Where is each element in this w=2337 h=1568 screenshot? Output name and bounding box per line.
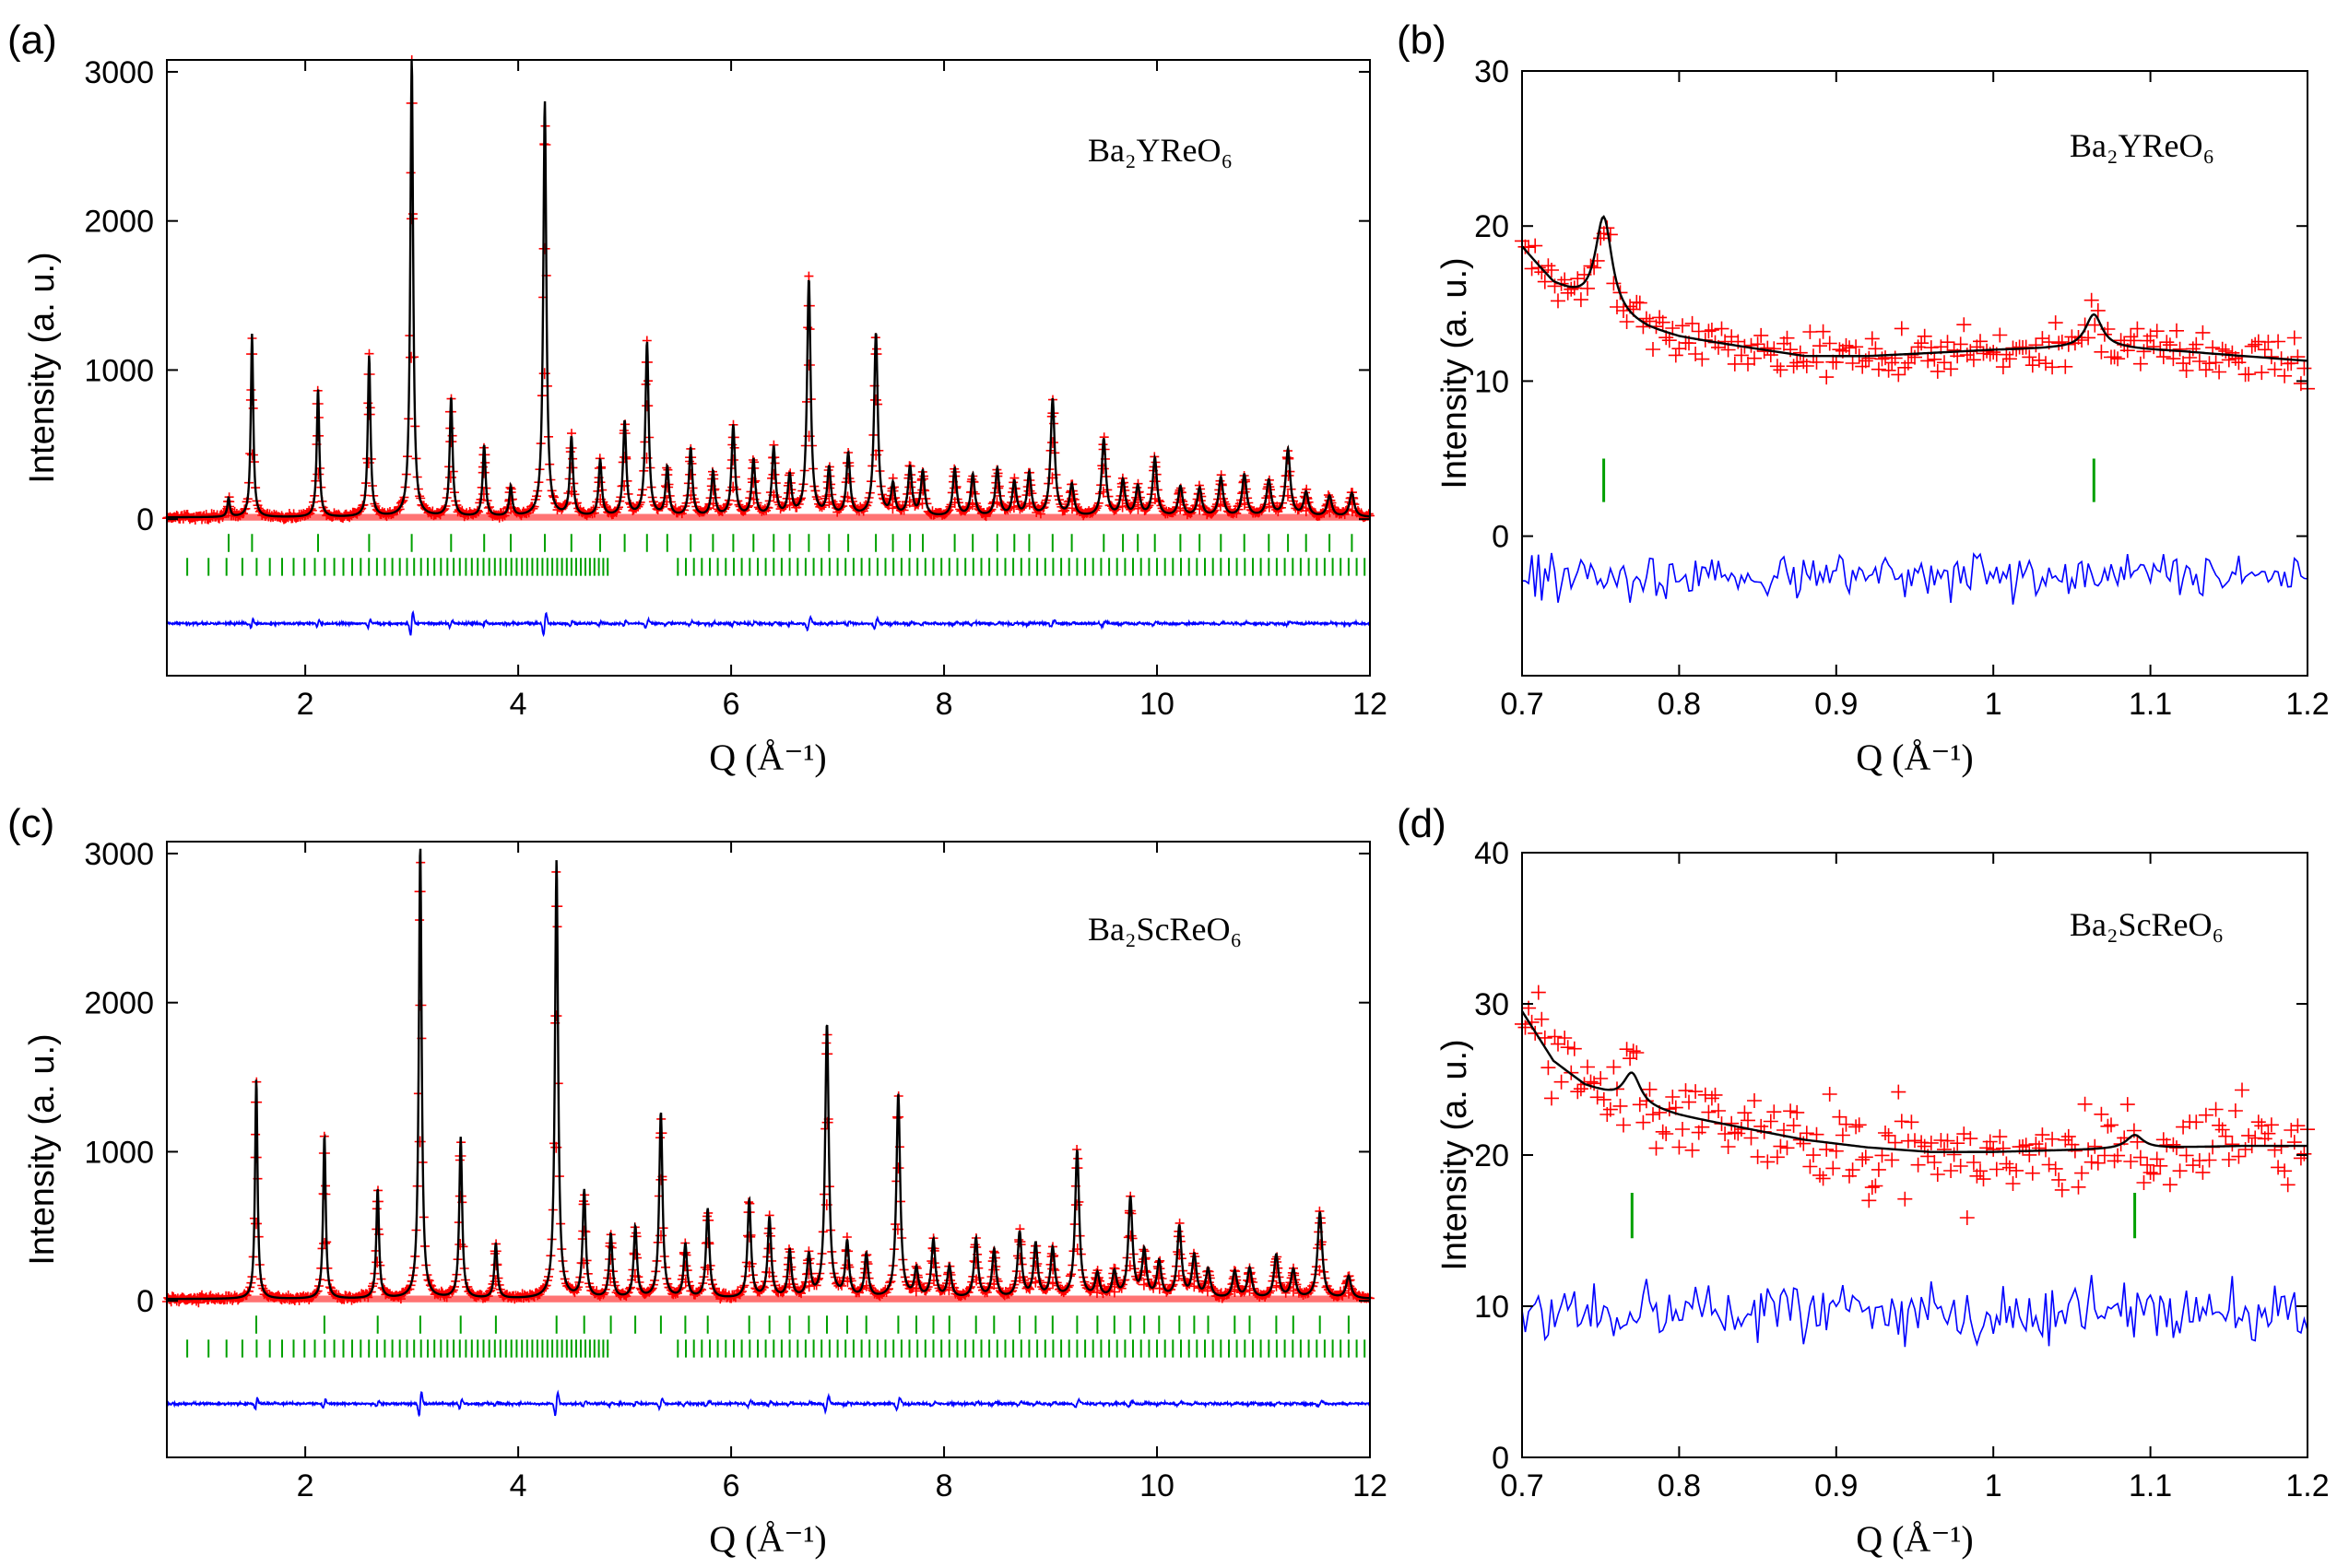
x-tick-label: 2 (297, 1468, 314, 1503)
x-tick-label: 1.1 (2129, 1468, 2172, 1503)
y-tick-label: 20 (1474, 209, 1509, 244)
x-tick-label: 6 (723, 1468, 740, 1503)
plot-area-a (162, 55, 1375, 638)
y-tick-label: 1000 (84, 1135, 154, 1170)
reflection-ticks (1630, 1193, 2137, 1239)
plot-area-b (1515, 215, 2315, 605)
reflection-ticks (186, 1315, 1366, 1358)
calculated-curve (1520, 1010, 2307, 1153)
ticks-a: 2 4 6 8 10 12 0 1000 2000 3000 (84, 55, 1387, 722)
x-axis-label-b: Q (Å⁻¹) (1856, 737, 1974, 778)
y-tick-label: 1000 (84, 353, 154, 388)
x-tick-label: 1.1 (2129, 687, 2172, 722)
axes-frame-b (1521, 70, 2308, 677)
x-tick-label: 12 (1352, 687, 1387, 722)
panel-letter-b: (b) (1397, 18, 1446, 63)
observed-data (1515, 984, 2315, 1225)
observed-data (162, 55, 1375, 525)
compound-label-c: Ba₂ScReO₆ (1088, 911, 1242, 948)
y-tick-label: 10 (1474, 1290, 1509, 1325)
compound-label-d: Ba₂ScReO₆ (2070, 906, 2224, 943)
axes-frame-a (166, 59, 1371, 677)
plot-area-d (1515, 984, 2315, 1348)
x-tick-label: 4 (510, 687, 527, 722)
x-tick-label: 10 (1139, 1468, 1174, 1503)
ticks-d: 0.7 0.8 0.9 1 1.1 1.2 0 10 20 30 40 (1474, 836, 2329, 1503)
x-tick-label: 4 (510, 1468, 527, 1503)
difference-curve (166, 1389, 1371, 1418)
x-tick-label: 12 (1352, 1468, 1387, 1503)
y-axis-label-d: Intensity (a. u.) (1435, 1039, 1474, 1270)
y-tick-label: 3000 (84, 55, 154, 90)
ticks-c: 2 4 6 8 10 12 0 1000 2000 3000 (84, 837, 1387, 1503)
x-tick-label: 0.9 (1814, 1468, 1858, 1503)
x-tick-label: 1 (1985, 687, 2002, 722)
calculated-curve (167, 848, 1371, 1301)
observed-band (168, 1295, 1369, 1303)
panel-letter-d: (d) (1397, 801, 1446, 846)
observed-data (1515, 220, 2315, 396)
ticks-b: 0.7 0.8 0.9 1 1.1 1.2 0 10 20 30 (1474, 54, 2329, 722)
difference-curve (1521, 1275, 2308, 1348)
y-tick-label: 2000 (84, 205, 154, 240)
x-tick-label: 1.2 (2285, 1468, 2329, 1503)
compound-label-b: Ba₂YReO₆ (2070, 127, 2214, 164)
panel-c: (c) 2 4 6 8 10 12 0 1000 2000 3000 Ba₂ScReO₆ Q (Å… (7, 801, 1387, 1560)
y-tick-label: 30 (1474, 54, 1509, 89)
y-tick-label: 10 (1474, 364, 1509, 399)
panel-a: (a) 2 4 6 8 10 12 0 1000 2000 3000 Ba₂YReO₆ Q (Å⁻… (7, 18, 1387, 778)
y-axis-label-b: Intensity (a. u.) (1435, 257, 1474, 489)
x-tick-label: 1 (1985, 1468, 2002, 1503)
x-tick-label: 6 (723, 687, 740, 722)
x-tick-label: 0.9 (1814, 687, 1858, 722)
x-tick-label: 10 (1139, 687, 1174, 722)
x-tick-label: 0.7 (1500, 1468, 1543, 1503)
y-tick-label: 0 (136, 502, 154, 537)
y-axis-label-a: Intensity (a. u.) (23, 252, 62, 483)
y-tick-label: 30 (1474, 987, 1509, 1022)
x-tick-label: 1.2 (2285, 687, 2329, 722)
x-tick-label: 0.8 (1658, 687, 1701, 722)
plot-area-c (162, 848, 1375, 1418)
y-tick-label: 2000 (84, 986, 154, 1021)
compound-label-a: Ba₂YReO₆ (1088, 132, 1233, 169)
reflection-ticks (186, 534, 1366, 576)
x-tick-label: 8 (936, 1468, 953, 1503)
y-tick-label: 40 (1474, 836, 1509, 871)
x-axis-label-c: Q (Å⁻¹) (709, 1518, 827, 1560)
y-tick-label: 0 (1492, 1441, 1509, 1476)
x-tick-label: 8 (936, 687, 953, 722)
y-tick-label: 3000 (84, 837, 154, 872)
x-tick-label: 0.8 (1658, 1468, 1701, 1503)
panel-b: (b) 0.7 0.8 0.9 1 1.1 1.2 0 10 20 30 Ba₂YReO₆ Q (… (1397, 18, 2330, 778)
difference-curve (1521, 551, 2308, 605)
difference-curve (166, 609, 1371, 638)
y-tick-label: 20 (1474, 1138, 1509, 1173)
y-axis-label-c: Intensity (a. u.) (23, 1033, 62, 1265)
panel-letter-a: (a) (7, 18, 57, 63)
panel-letter-c: (c) (7, 801, 54, 846)
calculated-curve (167, 59, 1371, 519)
calculated-curve (1521, 215, 2308, 362)
x-tick-label: 0.7 (1500, 687, 1543, 722)
y-tick-label: 0 (136, 1284, 154, 1319)
observed-band (168, 513, 1369, 521)
axes-frame-c (166, 841, 1371, 1458)
x-tick-label: 2 (297, 687, 314, 722)
reflection-ticks (1602, 458, 2095, 502)
x-axis-label-a: Q (Å⁻¹) (709, 737, 827, 778)
y-tick-label: 0 (1492, 520, 1509, 555)
x-axis-label-d: Q (Å⁻¹) (1856, 1518, 1974, 1560)
